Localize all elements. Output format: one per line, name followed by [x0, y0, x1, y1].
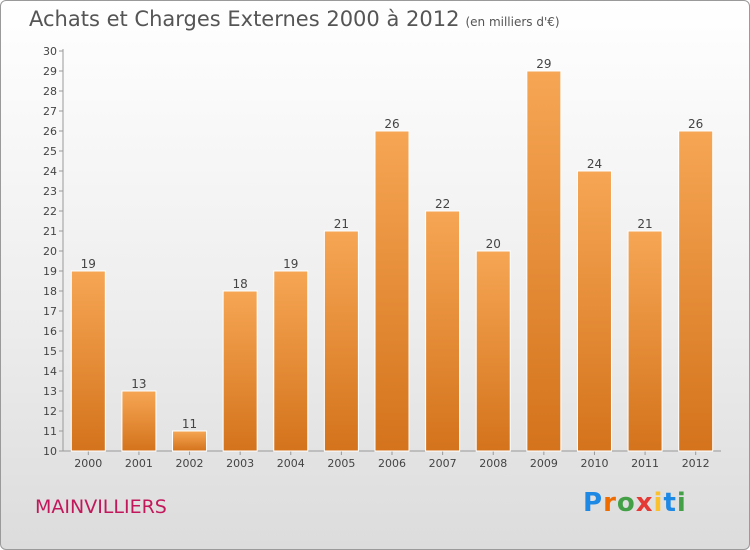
logo-letter: x	[635, 488, 654, 518]
data-label-2001: 13	[131, 377, 146, 391]
logo-letter: o	[616, 488, 636, 518]
y-tick-label: 20	[43, 245, 57, 258]
x-tick-label-2004: 2004	[277, 457, 305, 470]
chart-title: Achats et Charges Externes 2000 à 2012 (e…	[29, 7, 560, 31]
bar-2005	[323, 230, 359, 452]
bar-2011	[627, 230, 663, 452]
data-label-2007: 22	[435, 197, 450, 211]
y-tick-label: 17	[43, 305, 57, 318]
y-tick-label: 13	[43, 385, 57, 398]
y-tick-label: 26	[43, 125, 57, 138]
data-label-2006: 26	[384, 117, 399, 131]
y-tick-label: 12	[43, 405, 57, 418]
x-tick-label-2012: 2012	[682, 457, 710, 470]
data-label-2004: 19	[283, 257, 298, 271]
data-label-2002: 11	[182, 417, 197, 431]
y-tick-label: 22	[43, 205, 57, 218]
y-tick-label: 29	[43, 65, 57, 78]
x-tick-label-2007: 2007	[429, 457, 457, 470]
y-tick-label: 23	[43, 185, 57, 198]
logo-letter: i	[676, 488, 687, 518]
x-tick-label-2002: 2002	[176, 457, 204, 470]
bar-2010	[576, 170, 612, 452]
logo-letter: r	[603, 488, 617, 518]
data-label-2005: 21	[334, 217, 349, 231]
data-labels: 19 13 11 18 19 21 26 22 20 29 24 21 26	[81, 57, 704, 431]
y-tick-label: 19	[43, 265, 57, 278]
data-label-2000: 19	[81, 257, 96, 271]
axes: 10 11 12 13 14 15 16 17 18 19 20 21 22 23 24 25 26 27 28 29…	[43, 45, 721, 470]
bar-2007	[425, 210, 461, 452]
x-tick-label-2008: 2008	[479, 457, 507, 470]
data-label-2008: 20	[486, 237, 501, 251]
town-name: MAINVILLIERS	[35, 496, 167, 518]
y-tick-label: 16	[43, 325, 57, 338]
y-tick-label: 15	[43, 345, 57, 358]
y-tick-label: 10	[43, 445, 57, 458]
data-label-2010: 24	[587, 157, 602, 171]
bar-2002	[172, 430, 208, 452]
data-label-2009: 29	[536, 57, 551, 71]
x-tick-label-2009: 2009	[530, 457, 558, 470]
chart-title-text: Achats et Charges Externes 2000 à 2012	[29, 7, 460, 31]
y-tick-label: 18	[43, 285, 57, 298]
data-label-2003: 18	[233, 277, 248, 291]
data-label-2011: 21	[637, 217, 652, 231]
chart-subtitle: (en milliers d'€)	[465, 15, 560, 29]
bar-2008	[475, 250, 511, 452]
x-tick-label-2005: 2005	[327, 457, 355, 470]
y-tick-label: 11	[43, 425, 57, 438]
proxiti-logo: Proxiti	[583, 488, 687, 518]
y-tick-label: 21	[43, 225, 57, 238]
x-tick-label-2006: 2006	[378, 457, 406, 470]
data-label-2012: 26	[688, 117, 703, 131]
bar-2003	[222, 290, 258, 452]
logo-letter: i	[653, 488, 664, 518]
y-tick-label: 24	[43, 165, 57, 178]
logo-letter: t	[663, 488, 677, 518]
y-tick-label: 14	[43, 365, 57, 378]
bar-2009	[526, 70, 562, 452]
bar-2006	[374, 130, 410, 452]
bar-2012	[678, 130, 714, 452]
x-tick-label-2001: 2001	[125, 457, 153, 470]
y-tick-label: 27	[43, 105, 57, 118]
x-tick-label-2003: 2003	[226, 457, 254, 470]
bars	[70, 70, 714, 452]
y-tick-label: 30	[43, 45, 57, 58]
y-tick-label: 28	[43, 85, 57, 98]
x-tick-label-2011: 2011	[631, 457, 659, 470]
y-tick-label: 25	[43, 145, 57, 158]
logo-letter: P	[583, 488, 604, 518]
bar-2000	[70, 270, 106, 452]
bar-2001	[121, 390, 157, 452]
x-tick-label-2010: 2010	[580, 457, 608, 470]
x-tick-label-2000: 2000	[74, 457, 102, 470]
bar-2004	[273, 270, 309, 452]
